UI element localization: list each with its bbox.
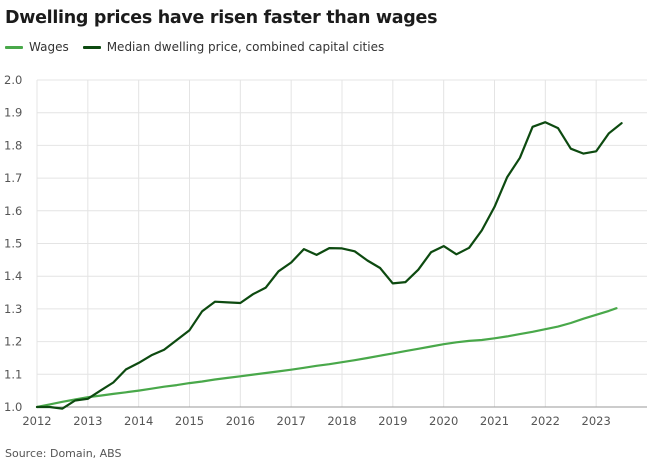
y-tick-label: 1.3	[4, 302, 22, 316]
legend-item-dwelling-price: Median dwelling price, combined capital …	[82, 40, 385, 54]
y-tick-label: 1.7	[4, 171, 22, 185]
x-tick-label: 2021	[480, 414, 509, 428]
series-line-wages	[35, 307, 618, 409]
y-tick-label: 1.4	[4, 269, 22, 283]
y-tick-label: 1.0	[4, 400, 22, 414]
y-tick-label: 1.8	[4, 138, 22, 152]
legend-label-dwelling-price: Median dwelling price, combined capital …	[106, 40, 385, 54]
y-tick-label: 2.0	[4, 73, 22, 87]
x-tick-label: 2022	[531, 414, 560, 428]
x-tick-label: 2016	[226, 414, 255, 428]
x-tick-label: 2018	[327, 414, 356, 428]
x-tick-label: 2023	[582, 414, 611, 428]
x-tick-label: 2015	[175, 414, 204, 428]
x-tick-label: 2013	[73, 414, 102, 428]
legend-swatch-dwelling-price	[82, 45, 101, 49]
y-tick-label: 1.2	[4, 335, 22, 349]
chart-title: Dwelling prices have risen faster than w…	[5, 8, 438, 28]
source-note: Source: Domain, ABS	[5, 447, 122, 460]
y-tick-label: 1.5	[4, 237, 22, 251]
x-tick-label: 2017	[277, 414, 306, 428]
legend-label-wages: Wages	[29, 40, 69, 54]
x-tick-label: 2020	[429, 414, 458, 428]
series-line-dwelling-price	[35, 121, 623, 410]
y-tick-label: 1.1	[4, 367, 22, 381]
y-tick-label: 1.9	[4, 106, 22, 120]
legend-item-wages: Wages	[5, 40, 69, 54]
x-tick-label: 2014	[124, 414, 153, 428]
y-tick-label: 1.6	[4, 204, 22, 218]
x-tick-label: 2019	[378, 414, 407, 428]
legend-swatch-wages	[5, 45, 23, 49]
legend: Wages Median dwelling price, combined ca…	[5, 38, 398, 56]
x-tick-label: 2012	[22, 414, 51, 428]
